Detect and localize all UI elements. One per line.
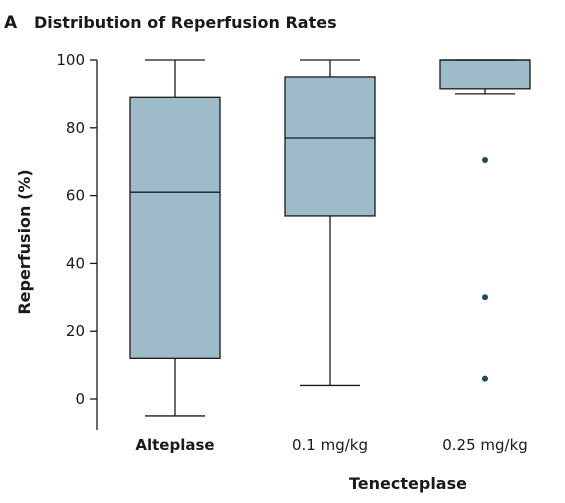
y-tick-label: 40 [66, 254, 85, 272]
panel-letter: A [4, 13, 18, 33]
y-tick-label: 0 [75, 390, 85, 408]
box-group [284, 59, 376, 387]
box-iqr [129, 96, 221, 359]
outlier-point [482, 375, 488, 382]
chart-title: Distribution of Reperfusion Rates [34, 13, 337, 32]
box-iqr [284, 76, 376, 217]
x-axis-group-title: Tenecteplase [349, 474, 467, 493]
box-group [439, 59, 531, 382]
box-iqr [439, 59, 531, 90]
box-group [129, 59, 221, 417]
x-category-label: Alteplase [135, 436, 214, 454]
outlier-point [482, 294, 488, 301]
outlier-point [482, 157, 488, 164]
y-axis: 0 20 40 60 80 100 [56, 51, 98, 430]
y-tick-label: 80 [66, 119, 85, 137]
x-category-label: 0.1 mg/kg [292, 436, 368, 454]
y-axis-title: Reperfusion (%) [15, 169, 34, 314]
x-category-label: 0.25 mg/kg [442, 436, 528, 454]
boxes-group [129, 59, 531, 417]
y-tick-label: 100 [56, 51, 85, 69]
x-axis-labels: Alteplase 0.1 mg/kg 0.25 mg/kg [135, 436, 527, 454]
y-tick-label: 60 [66, 187, 85, 205]
y-tick-label: 20 [66, 322, 85, 340]
